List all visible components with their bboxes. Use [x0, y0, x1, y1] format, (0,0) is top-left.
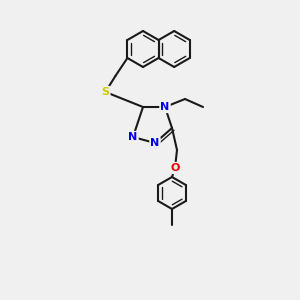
Text: N: N [160, 102, 169, 112]
Text: N: N [128, 132, 138, 142]
Text: S: S [101, 87, 110, 97]
Text: N: N [150, 138, 160, 148]
Text: O: O [170, 163, 180, 173]
